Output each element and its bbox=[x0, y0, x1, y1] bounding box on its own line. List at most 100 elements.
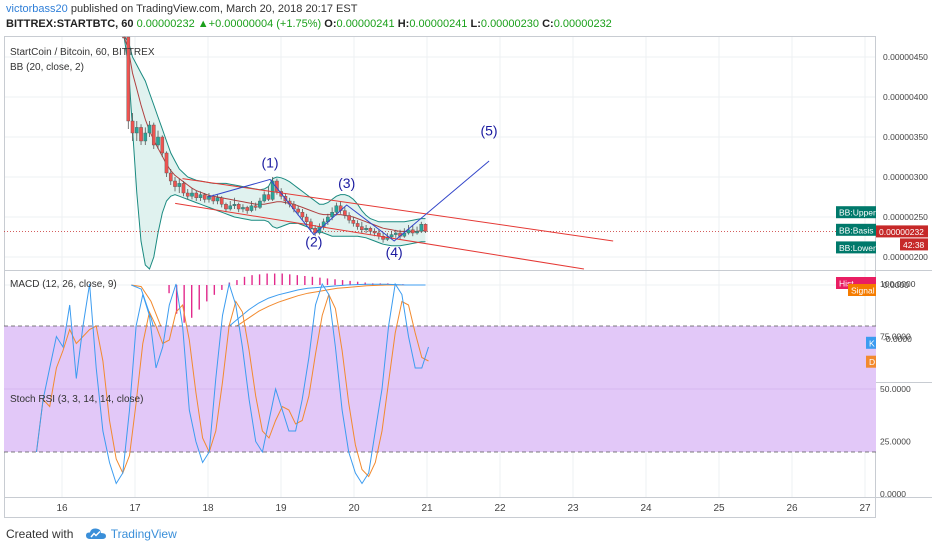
candle-body bbox=[207, 195, 211, 200]
symbol-label: BITTREX:STARTBTC, 60 bbox=[6, 18, 134, 30]
macd-tick-label: -0.0000 bbox=[883, 334, 912, 344]
price-tick-label: 0.00000300 bbox=[883, 172, 928, 182]
x-tick-label: 18 bbox=[202, 503, 214, 514]
x-tick-label: 16 bbox=[56, 503, 68, 514]
price-change: +0.00000004 (+1.75%) bbox=[208, 18, 322, 30]
trend-channel-line bbox=[175, 202, 585, 270]
candle-body bbox=[126, 36, 131, 122]
macd-hist-tag: Hist bbox=[839, 279, 854, 289]
candle-body bbox=[151, 124, 156, 146]
price-tick-label: 0.00000200 bbox=[883, 252, 928, 262]
macd-signal-tag: Signal bbox=[851, 286, 875, 296]
bb-basis-tag: BB:Basis bbox=[839, 225, 874, 235]
x-tick-label: 19 bbox=[275, 503, 287, 514]
candle-body bbox=[130, 120, 135, 134]
candle-body bbox=[160, 136, 165, 154]
candle-body bbox=[270, 180, 275, 200]
candle-body bbox=[177, 183, 182, 187]
candle-body bbox=[168, 172, 173, 182]
candle-body bbox=[139, 127, 143, 142]
macd-signal-tag-bg bbox=[848, 284, 876, 296]
tradingview-brand[interactable]: TradingView bbox=[110, 527, 177, 541]
price-tick-label: 0.00000450 bbox=[883, 52, 928, 62]
stoch-rsi-pane bbox=[4, 282, 876, 485]
wave-label: (3) bbox=[338, 175, 355, 191]
bb-basis-line bbox=[123, 36, 426, 232]
bb-lower-line bbox=[123, 36, 426, 270]
candle-body bbox=[232, 203, 237, 206]
elliott-wave-path bbox=[207, 160, 490, 242]
candle-body bbox=[415, 231, 419, 234]
candle-body bbox=[122, 36, 126, 39]
candle-body bbox=[334, 205, 339, 213]
candle-body bbox=[368, 227, 373, 232]
bb-band-fill bbox=[124, 37, 426, 269]
candle-body bbox=[419, 223, 424, 232]
candle-body bbox=[360, 226, 364, 231]
last-price-tag-bg bbox=[876, 225, 928, 238]
footer: Created with TradingView bbox=[6, 527, 177, 541]
stoch-tick-label: 75.0000 bbox=[880, 332, 911, 342]
x-tick-label: 20 bbox=[348, 503, 360, 514]
candle-body bbox=[236, 203, 241, 210]
countdown-tag-bg bbox=[900, 238, 928, 251]
candle-body bbox=[224, 203, 228, 210]
wave-label: (1) bbox=[261, 154, 278, 170]
ohlc-line: BITTREX:STARTBTC, 60 0.00000232 ▲+0.0000… bbox=[6, 18, 612, 30]
wave-label: (5) bbox=[480, 122, 497, 138]
candle-body bbox=[164, 152, 169, 174]
last-price: 0.00000232 bbox=[136, 18, 195, 30]
bb-upper-tag: BB:Upper bbox=[839, 208, 876, 218]
candle-body bbox=[355, 223, 360, 227]
candle-body bbox=[304, 216, 309, 223]
candle-body bbox=[347, 215, 351, 221]
candle-body bbox=[262, 194, 266, 202]
low-value: 0.00000230 bbox=[480, 18, 540, 30]
candle-body bbox=[245, 207, 249, 211]
published-text: published on TradingView.com, March 20, … bbox=[70, 3, 358, 15]
candle-body bbox=[343, 210, 347, 216]
x-tick-label: 25 bbox=[713, 503, 725, 514]
candle-body bbox=[394, 232, 398, 235]
close-label: C: bbox=[542, 18, 554, 30]
candle-body bbox=[211, 195, 216, 202]
candle-body bbox=[381, 235, 385, 240]
candle-body bbox=[423, 223, 428, 232]
stoch-k-line bbox=[36, 282, 429, 485]
countdown-tag: 42:38 bbox=[903, 240, 925, 250]
candle-body bbox=[351, 219, 356, 224]
bb-lower-tag: BB:Lower bbox=[839, 243, 876, 253]
candle-body bbox=[258, 200, 262, 208]
candle-body bbox=[198, 194, 203, 199]
bb-upper-tag-bg bbox=[836, 206, 876, 219]
last-price-tag: 0.00000232 bbox=[879, 227, 924, 237]
candle-body bbox=[215, 197, 220, 202]
candle-body bbox=[228, 205, 233, 210]
candle-body bbox=[406, 229, 411, 234]
stoch-d-line bbox=[36, 293, 429, 478]
stoch-tick-label: 50.0000 bbox=[880, 384, 911, 394]
candle-body bbox=[185, 192, 190, 197]
candle-body bbox=[364, 227, 368, 230]
high-value: 0.00000241 bbox=[409, 18, 468, 30]
macd-tick-label: 0.0000 bbox=[883, 280, 909, 290]
stoch-k-tag-bg bbox=[866, 336, 876, 349]
trend-channel-line bbox=[182, 178, 614, 242]
close-value: 0.00000232 bbox=[553, 18, 612, 30]
price-pane: (1) (2) (3) (4) (5) bbox=[4, 36, 876, 270]
author-link[interactable]: victorbass20 bbox=[6, 3, 68, 15]
candle-body bbox=[143, 132, 148, 142]
stoch-tick-label: 25.0000 bbox=[880, 437, 911, 447]
created-with-text: Created with bbox=[6, 527, 74, 541]
candle-body bbox=[296, 208, 300, 213]
candle-body bbox=[181, 183, 186, 194]
x-tick-label: 26 bbox=[786, 503, 798, 514]
price-tick-label: 0.00000350 bbox=[883, 132, 928, 142]
candle-body bbox=[372, 231, 377, 234]
x-tick-label: 23 bbox=[567, 503, 579, 514]
candle-body bbox=[253, 205, 258, 208]
candle-body bbox=[219, 197, 224, 205]
bb-basis-tag-bg bbox=[836, 223, 876, 236]
x-tick-label: 27 bbox=[859, 503, 871, 514]
